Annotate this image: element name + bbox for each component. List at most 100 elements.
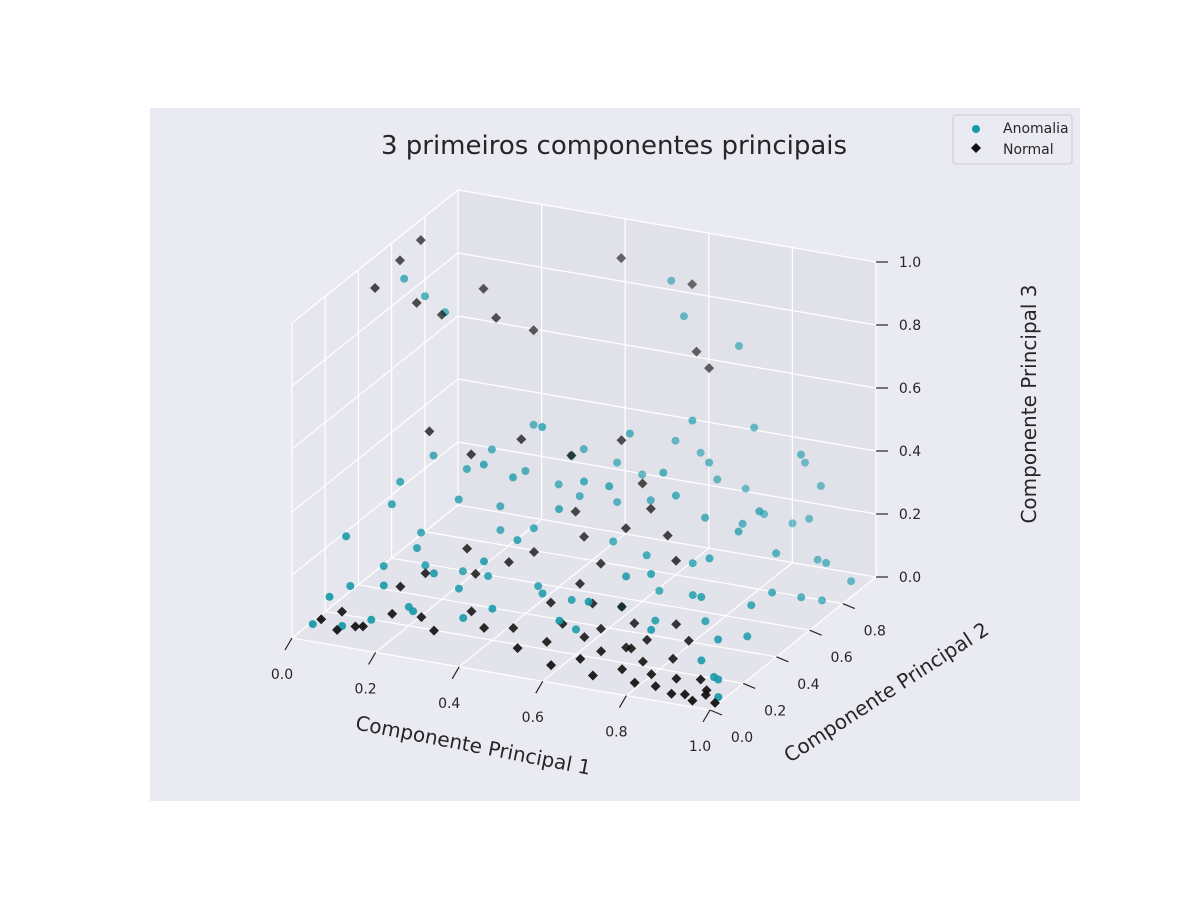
point-anomalia — [747, 601, 756, 610]
point-anomalia — [308, 620, 317, 629]
point-normal — [416, 612, 427, 623]
point-normal — [516, 434, 527, 445]
point-normal — [350, 621, 361, 632]
point-anomalia — [801, 458, 809, 467]
grid-line-z — [291, 441, 459, 576]
point-normal — [566, 450, 577, 461]
point-anomalia — [734, 527, 743, 536]
point-normal — [679, 689, 690, 700]
point-anomalia — [513, 536, 522, 545]
point-anomalia — [555, 505, 563, 514]
point-normal — [626, 643, 637, 654]
grid-line-z — [457, 252, 877, 326]
point-normal — [370, 283, 380, 293]
point-normal — [479, 622, 490, 633]
point-normal — [710, 697, 720, 708]
point-normal — [337, 606, 347, 617]
point-normal — [575, 653, 586, 664]
point-anomalia — [429, 451, 438, 460]
y-tick-label: 0.6 — [830, 650, 852, 666]
point-normal — [645, 503, 656, 514]
point-anomalia — [567, 595, 576, 604]
point-anomalia — [458, 567, 467, 576]
point-normal — [617, 664, 628, 675]
point-anomalia — [575, 492, 584, 501]
point-normal — [637, 478, 648, 489]
point-anomalia — [325, 592, 334, 601]
point-anomalia — [671, 436, 680, 445]
x-tick — [368, 652, 377, 665]
point-normal — [671, 619, 682, 630]
x-tick — [618, 695, 627, 708]
point-anomalia — [521, 467, 530, 475]
point-normal — [579, 531, 590, 542]
legend-frame — [952, 114, 1073, 165]
point-anomalia — [613, 498, 622, 507]
point-anomalia — [735, 342, 743, 350]
grid-line-x — [458, 533, 626, 668]
point-anomalia — [772, 549, 781, 558]
point-normal — [691, 346, 702, 357]
point-anomalia — [688, 591, 697, 600]
point-anomalia — [625, 429, 634, 438]
z-tick-label: 0.6 — [899, 381, 921, 397]
point-normal — [466, 606, 477, 617]
grid-line-z — [291, 252, 459, 387]
point-normal — [420, 568, 431, 579]
grid-line-y — [291, 637, 711, 711]
point-normal — [546, 660, 557, 671]
point-anomalia — [538, 423, 547, 431]
x-tick-label: 0.8 — [605, 725, 627, 741]
grid-line-z — [457, 504, 877, 578]
z-tick-label: 0.0 — [899, 570, 921, 586]
point-anomalia — [688, 559, 697, 568]
point-anomalia — [529, 524, 538, 533]
point-normal — [436, 309, 447, 320]
y-tick-label: 0.0 — [731, 730, 753, 746]
point-anomalia — [655, 586, 664, 595]
point-anomalia — [579, 445, 588, 454]
point-anomalia — [580, 477, 588, 486]
y-tick — [709, 709, 723, 716]
grid-line-y — [358, 584, 777, 658]
z-tick-label: 0.4 — [899, 444, 921, 460]
point-normal — [541, 636, 552, 647]
legend-marker-normal — [971, 143, 981, 153]
point-anomalia — [496, 502, 505, 511]
point-anomalia — [379, 562, 388, 571]
point-normal — [695, 674, 706, 685]
point-anomalia — [705, 458, 714, 467]
legend-marker-anomalia — [972, 125, 980, 133]
point-anomalia — [714, 675, 723, 684]
legend-label-anomalia: Anomalia — [1003, 121, 1069, 137]
grid-line-x — [542, 547, 710, 682]
point-normal — [462, 543, 473, 554]
grid-line-z — [457, 378, 877, 452]
point-anomalia — [651, 616, 660, 625]
y-tick-label: 0.4 — [797, 677, 819, 693]
y-tick — [742, 682, 756, 689]
axis-ticks: 0.0 0.2 0.4 0.6 0.8 1.0 0.0 0.2 0.4 0.6 0.8 0.0 0.2 0… — [271, 255, 921, 755]
point-anomalia — [750, 423, 759, 432]
point-normal — [662, 530, 673, 541]
point-normal — [503, 557, 514, 568]
point-normal — [579, 632, 590, 643]
point-normal — [470, 568, 481, 579]
x-tick-label: 0.2 — [354, 681, 376, 697]
point-normal — [415, 235, 426, 246]
grid-line-z — [457, 315, 877, 389]
point-anomalia — [487, 445, 496, 454]
z-tick-label: 0.8 — [899, 318, 921, 334]
point-anomalia — [768, 588, 777, 597]
point-normal — [668, 653, 678, 664]
point-normal — [570, 506, 581, 517]
point-anomalia — [509, 473, 517, 482]
point-anomalia — [379, 581, 388, 590]
grid-line-z — [291, 189, 459, 324]
point-normal — [596, 623, 606, 634]
point-normal — [466, 449, 477, 460]
point-anomalia — [584, 597, 593, 606]
point-normal — [316, 614, 327, 625]
grid-line-z — [457, 441, 877, 515]
